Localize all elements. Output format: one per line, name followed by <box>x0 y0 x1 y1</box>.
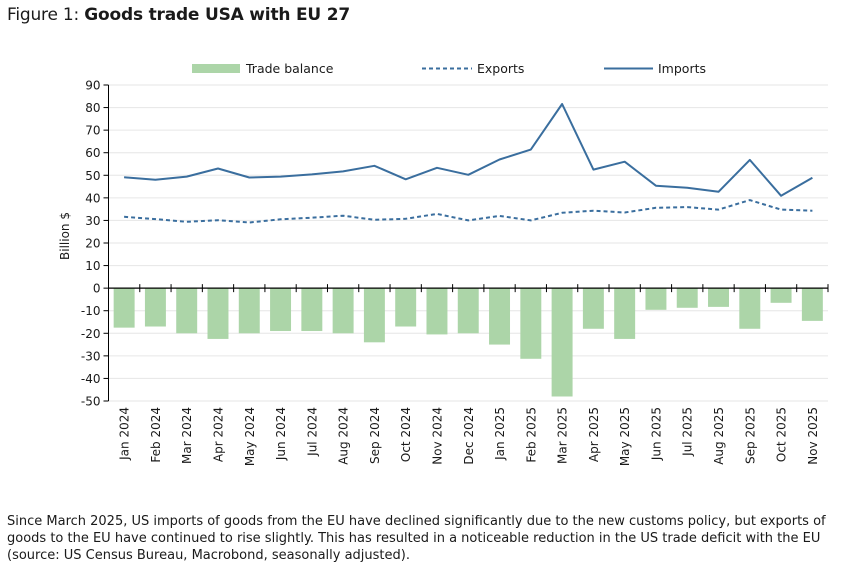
figure-number: Figure 1: <box>7 5 85 25</box>
y-tick-label: 70 <box>85 124 100 138</box>
legend-label-imports: Imports <box>658 61 706 76</box>
y-tick-label: 30 <box>85 214 100 228</box>
y-tick-label: 90 <box>85 79 100 93</box>
legend-item-imports: Imports <box>604 61 706 76</box>
bar-trade-balance <box>520 288 542 359</box>
x-tick-label: Nov 2024 <box>430 407 444 465</box>
bar-trade-balance <box>770 288 792 303</box>
x-tick-label: Mar 2024 <box>180 407 194 464</box>
y-tick-label: 60 <box>85 146 100 160</box>
x-tick-label: Feb 2024 <box>149 407 163 463</box>
bar-trade-balance <box>176 288 198 334</box>
y-tick-label: 0 <box>93 282 101 296</box>
figure-caption: Since March 2025, US imports of goods fr… <box>7 514 826 563</box>
x-tick-label: Aug 2024 <box>337 407 351 465</box>
bar-trade-balance <box>457 288 479 334</box>
bar-trade-balance <box>332 288 354 334</box>
bar-trade-balance <box>426 288 448 335</box>
y-tick-labels: 90 80 70 60 50 40 30 20 10 0 -10 -20 -30 -40 -50 <box>81 79 101 409</box>
x-tick-label: Sep 2025 <box>743 407 757 464</box>
line-exports <box>124 199 813 224</box>
x-tick-label: May 2024 <box>243 407 257 466</box>
figure-title: Figure 1: Goods trade USA with EU 27 <box>7 5 350 25</box>
x-tick-label: Nov 2025 <box>806 407 820 465</box>
bars-trade-balance <box>113 288 823 397</box>
y-axis-label: Billion $ <box>58 212 72 260</box>
x-tick-label: Jul 2024 <box>305 407 319 457</box>
y-tick-label: 10 <box>85 259 100 273</box>
legend-swatch-trade-balance <box>192 64 240 73</box>
x-tick-label: Sep 2024 <box>368 407 382 464</box>
bar-trade-balance <box>395 288 417 327</box>
bar-trade-balance <box>801 288 823 321</box>
bar-trade-balance <box>207 288 229 339</box>
line-imports <box>124 103 813 197</box>
figure-title-text: Goods trade USA with EU 27 <box>84 5 350 25</box>
x-tick-label: Aug 2025 <box>712 407 726 465</box>
y-tick-label: -20 <box>81 327 101 341</box>
x-tick-label: Oct 2025 <box>775 407 789 462</box>
bar-trade-balance <box>676 288 698 308</box>
x-tick-label: Feb 2025 <box>524 407 538 463</box>
y-tick-label: -10 <box>81 304 101 318</box>
x-tick-label: Jan 2024 <box>118 407 132 461</box>
x-tick-label: Oct 2024 <box>399 407 413 462</box>
bar-trade-balance <box>113 288 135 328</box>
bar-trade-balance <box>614 288 636 339</box>
legend-label-trade-balance: Trade balance <box>245 61 334 76</box>
x-tick-label: Jun 2024 <box>274 407 288 461</box>
lines <box>124 103 813 224</box>
bar-trade-balance <box>238 288 260 334</box>
x-tick-label: May 2025 <box>618 407 632 466</box>
y-tick-label: 40 <box>85 191 100 205</box>
x-tick-label: Jan 2025 <box>493 407 507 461</box>
bar-trade-balance <box>363 288 385 343</box>
legend-item-trade-balance: Trade balance <box>192 61 334 76</box>
x-tick-label: Mar 2025 <box>556 407 570 464</box>
bar-trade-balance <box>739 288 761 329</box>
axes <box>103 84 829 402</box>
x-tick-label: Apr 2025 <box>587 407 601 462</box>
chart: Trade balance Exports Imports 90 80 70 60 50… <box>58 61 829 466</box>
legend-item-exports: Exports <box>422 61 524 76</box>
bar-trade-balance <box>645 288 667 310</box>
bar-trade-balance <box>144 288 166 327</box>
bar-trade-balance <box>301 288 323 332</box>
y-tick-label: -50 <box>81 395 101 409</box>
x-tick-label: Jun 2025 <box>649 407 663 461</box>
bar-trade-balance <box>551 288 573 397</box>
x-tick-labels: Jan 2024 Feb 2024 Mar 2024 Apr 2024 May 2024… <box>118 407 820 466</box>
x-tick-label: Jul 2025 <box>681 407 695 457</box>
y-tick-label: 80 <box>85 101 100 115</box>
gridlines <box>108 84 828 402</box>
bar-trade-balance <box>708 288 729 307</box>
y-tick-label: 20 <box>85 237 100 251</box>
bar-trade-balance <box>489 288 511 345</box>
x-tick-label: Apr 2024 <box>211 407 225 462</box>
bar-trade-balance <box>270 288 292 332</box>
legend-label-exports: Exports <box>477 61 524 76</box>
y-tick-label: -40 <box>81 372 101 386</box>
bar-trade-balance <box>582 288 604 329</box>
x-tick-label: Dec 2024 <box>462 407 476 465</box>
y-tick-label: 50 <box>85 169 100 183</box>
legend: Trade balance Exports Imports <box>192 61 706 76</box>
y-tick-label: -30 <box>81 349 101 363</box>
